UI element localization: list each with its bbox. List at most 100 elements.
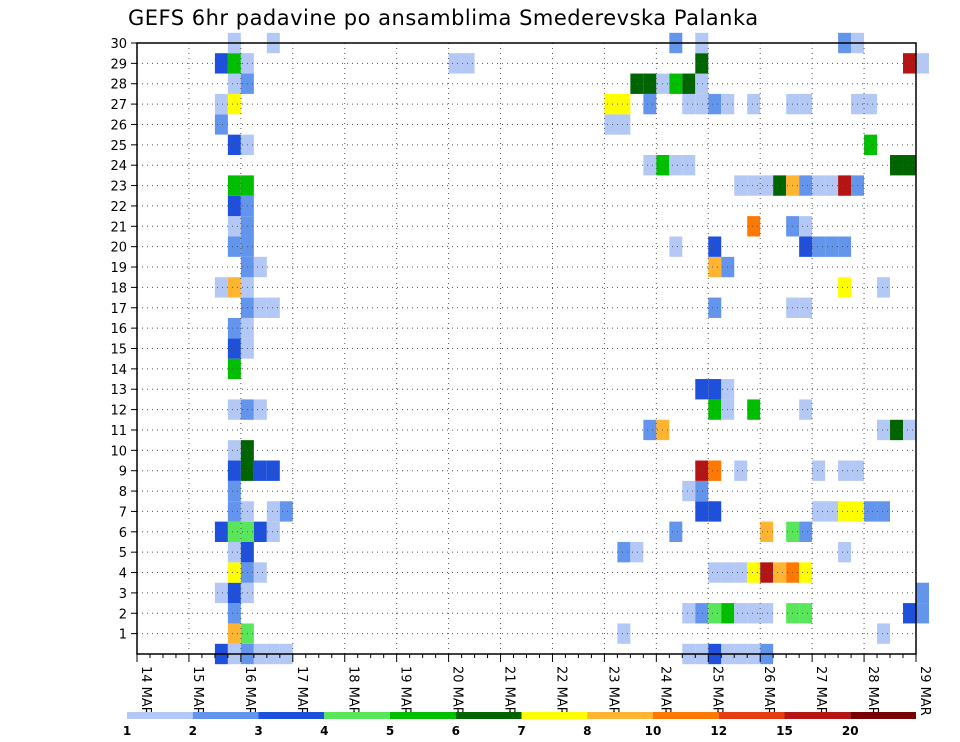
cell-m23-s53 — [825, 175, 839, 196]
cell-m7-s56 — [864, 501, 878, 522]
cell-m23-s48 — [760, 175, 774, 196]
cell-m9-s52 — [812, 460, 826, 481]
x-tick-label-4: 18 MAR — [346, 666, 361, 716]
legend-label-4: 5 — [386, 724, 394, 738]
legend-label-6: 7 — [517, 724, 525, 738]
cell-m11-s57 — [877, 419, 891, 441]
cell-m2-s48 — [760, 603, 774, 624]
legend-label-2: 3 — [254, 724, 262, 738]
cells-layer — [214, 32, 929, 665]
cell-m5-s54 — [838, 541, 852, 563]
cell-m8-s7 — [227, 480, 241, 502]
cell-m29-s24 — [448, 53, 462, 74]
cell-m3-s7 — [227, 582, 241, 604]
cell-m21-s51 — [799, 216, 813, 237]
cell-m29-s43 — [695, 53, 709, 74]
x-tick-label-14: 28 MAR — [865, 666, 880, 716]
y-tick-label-27: 27 — [110, 98, 127, 113]
cell-m20-s44 — [708, 236, 722, 257]
legend-label-1: 2 — [189, 724, 197, 738]
x-tick-label-3: 17 MAR — [294, 666, 309, 716]
x-tick-label-1: 15 MAR — [190, 666, 205, 716]
x-tick-label-15: 29 MAR — [917, 666, 932, 716]
cell-m18-s6 — [214, 277, 228, 298]
cell-m8-s43 — [695, 480, 709, 502]
cell-m28-s43 — [695, 73, 709, 94]
y-tick-label-8: 8 — [119, 485, 127, 500]
cell-m28-s41 — [669, 73, 683, 94]
cell-m27-s42 — [682, 93, 696, 115]
legend-layer: 1 2 3 4 5 6 7 8 10 12 15 20 — [123, 712, 916, 738]
cell-m29-s25 — [461, 53, 475, 74]
cell-m2-s46 — [734, 603, 748, 624]
cell-m8-s42 — [682, 480, 696, 502]
cell-m11-s59 — [903, 419, 916, 441]
cell-m2-s7 — [227, 603, 241, 624]
cell-m2-s51 — [799, 603, 813, 624]
cell-m27-s6 — [214, 93, 228, 115]
cell-m19-s44 — [708, 256, 722, 278]
legend-label-5: 6 — [452, 724, 460, 738]
cell-m28-s39 — [643, 73, 657, 94]
cell-m6-s48 — [760, 521, 774, 542]
cell-m2-s59 — [903, 603, 916, 624]
x-tick-label-12: 26 MAR — [761, 666, 776, 716]
cell-m24-s59 — [903, 155, 916, 176]
y-tick-label-11: 11 — [110, 424, 127, 439]
y-tick-label-9: 9 — [119, 465, 127, 480]
cell-m27-s7 — [227, 93, 241, 115]
cell-m4-s51 — [799, 562, 813, 583]
cell-m11-s39 — [643, 419, 657, 441]
cell-m17-s44 — [708, 297, 722, 318]
legend-swatch-4 — [390, 712, 456, 719]
y-tick-label-20: 20 — [110, 241, 127, 256]
cell-m27-s51 — [799, 93, 813, 115]
x-tick-label-9: 23 MAR — [605, 666, 620, 716]
legend-swatch-0 — [127, 712, 193, 719]
cell-m26-s36 — [604, 114, 618, 135]
y-tick-label-16: 16 — [110, 322, 127, 337]
legend-swatch-6 — [521, 712, 588, 719]
cell-m18-s54 — [838, 277, 852, 298]
cell-m11-s58 — [890, 419, 904, 441]
cell-m23-s7 — [227, 175, 241, 196]
cell-m9-s54 — [838, 460, 852, 481]
y-tick-label-19: 19 — [110, 261, 127, 276]
cell-m2-s60 — [916, 603, 929, 624]
cell-m17-s51 — [799, 297, 813, 318]
x-tick-label-13: 27 MAR — [813, 666, 828, 716]
cell-m5-s37 — [617, 541, 631, 563]
cell-m16-s7 — [227, 317, 241, 339]
legend-swatch-9 — [718, 712, 785, 719]
cell-m6-s41 — [669, 521, 683, 542]
cell-m24-s42 — [682, 155, 696, 176]
cell-m24-s41 — [669, 155, 683, 176]
cell-m27-s37 — [617, 93, 631, 115]
y-tick-label-18: 18 — [110, 281, 127, 296]
cell-m6-s10 — [266, 521, 280, 542]
cell-m27-s36 — [604, 93, 618, 115]
x-tick-label-0: 14 MAR — [138, 666, 153, 716]
cell-m14-s7 — [227, 358, 241, 380]
y-tick-label-3: 3 — [119, 587, 127, 602]
cell-m23-s51 — [799, 175, 813, 196]
x-tick-label-11: 25 MAR — [709, 666, 724, 716]
cell-m1-s7 — [227, 623, 241, 644]
cell-m2-s47 — [747, 603, 761, 624]
cell-m29-s7 — [227, 53, 241, 74]
x-tick-label-10: 24 MAR — [657, 666, 672, 716]
cell-m21-s7 — [227, 216, 241, 237]
cell-m15-s7 — [227, 338, 241, 359]
cell-m9-s43 — [695, 460, 709, 481]
legend-label-10: 15 — [776, 724, 793, 738]
y-tick-label-30: 30 — [110, 37, 127, 52]
cell-m4-s49 — [773, 562, 787, 583]
cell-m20-s41 — [669, 236, 683, 257]
cell-m5-s38 — [630, 541, 644, 563]
cell-m28-s7 — [227, 73, 241, 94]
cell-m3-s60 — [916, 582, 929, 604]
y-tick-label-14: 14 — [110, 363, 127, 378]
cell-m9-s10 — [266, 460, 280, 481]
legend-swatch-2 — [258, 712, 325, 719]
